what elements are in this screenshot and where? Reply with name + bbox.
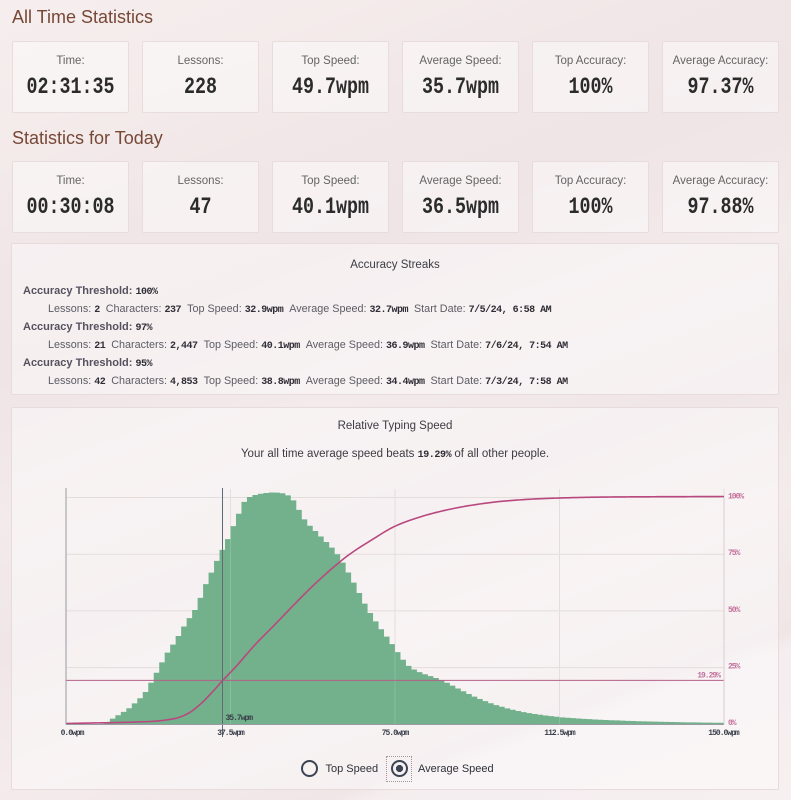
svg-text:0%: 0% — [728, 719, 737, 728]
svg-text:75.0wpm: 75.0wpm — [382, 729, 410, 738]
svg-text:19.29%: 19.29% — [697, 672, 721, 681]
svg-text:0.0wpm: 0.0wpm — [61, 729, 85, 738]
svg-text:50%: 50% — [728, 606, 741, 615]
svg-text:75%: 75% — [728, 549, 741, 558]
svg-text:150.0wpm: 150.0wpm — [708, 729, 740, 738]
svg-text:25%: 25% — [728, 663, 741, 672]
svg-text:100%: 100% — [728, 493, 744, 502]
svg-text:35.7wpm: 35.7wpm — [226, 714, 254, 723]
svg-text:37.5wpm: 37.5wpm — [217, 729, 245, 738]
svg-text:112.5wpm: 112.5wpm — [544, 729, 576, 738]
